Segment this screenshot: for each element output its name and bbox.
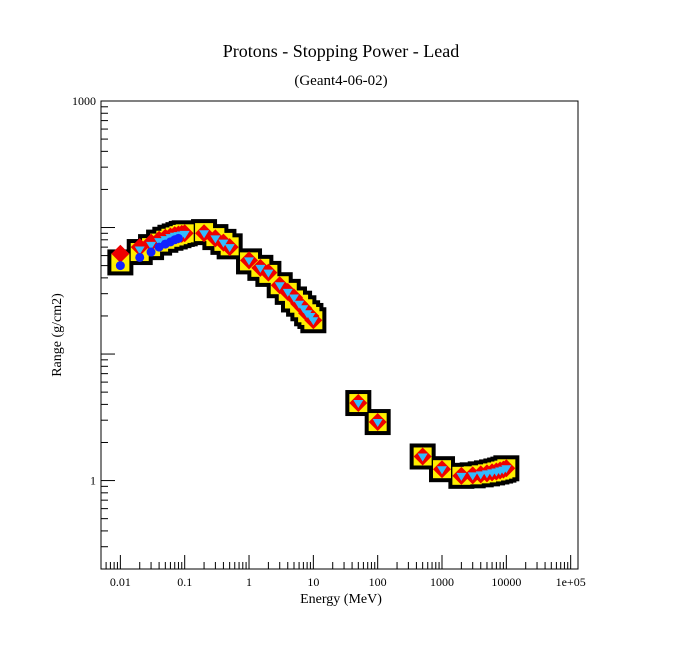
x-axis-ticks: 0.01 0.1 1 10 100 1000 10000 1e+05 xyxy=(100,555,586,589)
data-series xyxy=(107,219,520,489)
x-tick-label: 1 xyxy=(246,575,252,589)
cyan-triangle-point xyxy=(298,305,309,314)
blue-circle-point xyxy=(146,247,156,257)
cyan-triangle-point xyxy=(263,269,274,278)
blue-circle-series xyxy=(115,233,183,271)
chart-title: Protons - Stopping Power - Lead xyxy=(223,41,459,61)
cyan-triangle-point xyxy=(417,453,428,462)
cyan-triangle-point xyxy=(255,264,266,273)
cyan-triangle-point xyxy=(437,466,448,475)
yellow-square-series xyxy=(111,223,516,485)
red-diamond-point xyxy=(111,244,130,263)
chart-subtitle: (Geant4-06-02) xyxy=(294,73,387,89)
cyan-triangle-point xyxy=(218,239,229,248)
x-tick-label: 10000 xyxy=(491,575,521,589)
blue-circle-point xyxy=(135,252,145,262)
cyan-triangle-point xyxy=(294,300,305,309)
y-axis-ticks: 1 1000 xyxy=(72,94,115,570)
cyan-triangle-point xyxy=(305,312,316,321)
cyan-triangle-point xyxy=(467,472,478,481)
cyan-triangle-point xyxy=(372,419,383,428)
black-square-series xyxy=(107,219,520,489)
y-tick-label: 1000 xyxy=(72,94,96,108)
cyan-triangle-point xyxy=(224,244,235,253)
cyan-triangle-point xyxy=(282,288,293,297)
x-tick-label: 1e+05 xyxy=(556,575,586,589)
cyan-triangle-point xyxy=(288,294,299,303)
x-tick-label: 0.01 xyxy=(110,575,131,589)
cyan-triangle-point xyxy=(274,282,285,291)
cyan-triangle-point xyxy=(244,257,255,266)
x-tick-label: 1000 xyxy=(430,575,454,589)
cyan-triangle-point xyxy=(501,465,512,474)
x-tick-label: 10 xyxy=(307,575,319,589)
x-tick-label: 100 xyxy=(369,575,387,589)
y-axis-label: Range (g/cm2) xyxy=(50,293,65,377)
cyan-triangle-point xyxy=(308,317,319,326)
x-tick-label: 0.1 xyxy=(177,575,192,589)
cyan-triangle-point xyxy=(475,471,486,480)
plot-frame xyxy=(100,100,579,570)
cyan-triangle-point xyxy=(210,235,221,244)
x-axis-label: Energy (MeV) xyxy=(300,592,382,607)
cyan-triangle-point xyxy=(353,400,364,409)
blue-circle-point xyxy=(173,233,183,243)
cyan-triangle-point xyxy=(199,230,210,239)
cyan-triangle-point xyxy=(179,230,190,239)
cyan-triangle-point xyxy=(146,241,157,250)
y-tick-label: 1 xyxy=(90,474,96,488)
red-diamond-series xyxy=(111,224,516,485)
cyan-triangle-point xyxy=(154,238,165,247)
cyan-triangle-point xyxy=(456,472,467,481)
cyan-triangle-series xyxy=(134,230,512,481)
cyan-triangle-point xyxy=(134,246,145,255)
blue-circle-point xyxy=(115,261,125,271)
